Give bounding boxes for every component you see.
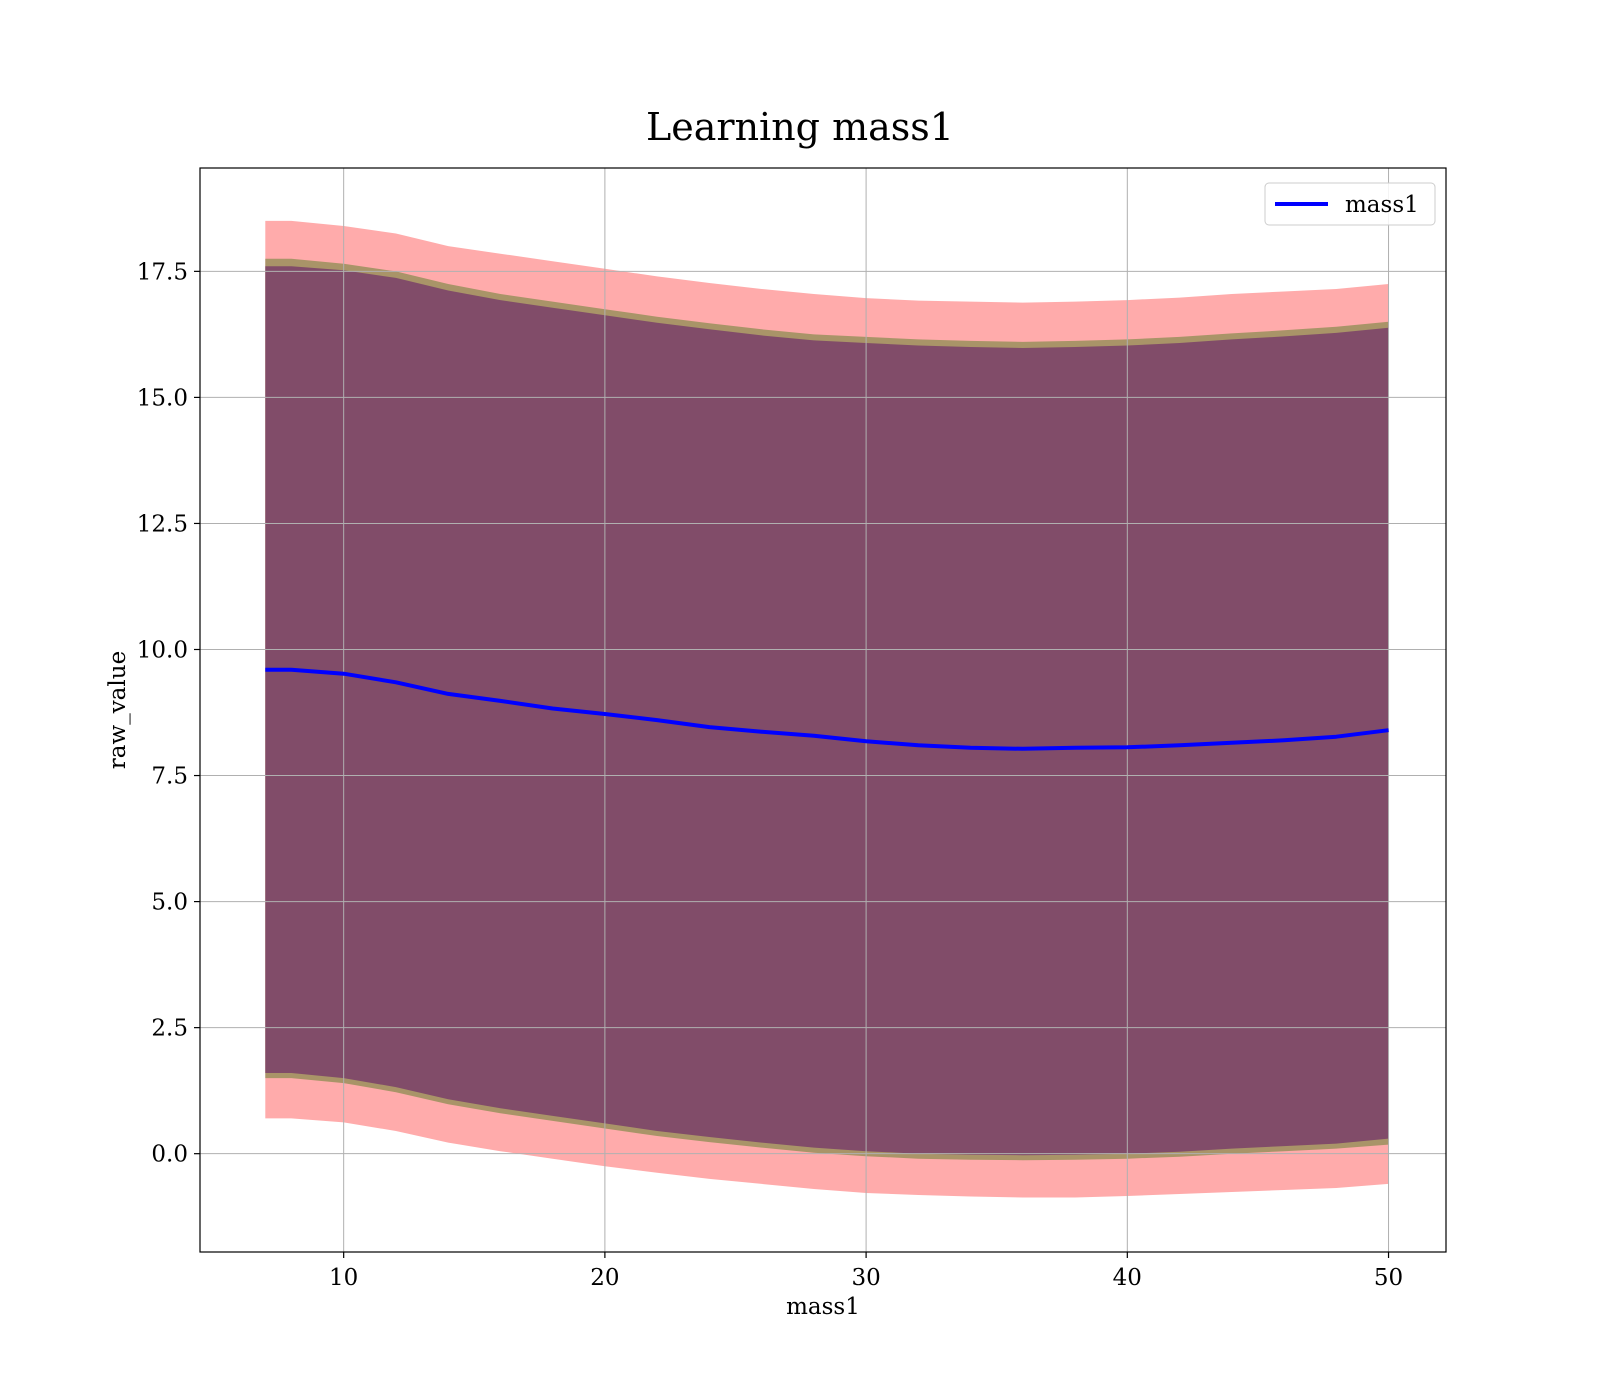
y-tick-label: 0.0 xyxy=(151,1142,188,1168)
plot-area-frame xyxy=(199,167,1447,1253)
y-tick-label: 12.5 xyxy=(137,511,188,537)
legend-entry-mass1: mass1 xyxy=(1345,192,1419,218)
y-tick-label: 10.0 xyxy=(137,637,188,663)
y-axis-ticks: 0.0 2.5 5.0 7.5 10.0 12.5 15.0 17.5 xyxy=(137,259,200,1168)
grid-lines xyxy=(200,168,1446,1252)
y-axis-label: raw_value xyxy=(105,651,131,769)
x-tick-label: 30 xyxy=(851,1265,880,1291)
series-lines xyxy=(265,667,1389,751)
y-tick-label: 2.5 xyxy=(151,1016,188,1042)
x-axis-ticks: 10 20 30 40 50 xyxy=(329,1252,1403,1291)
x-tick-label: 10 xyxy=(329,1265,358,1291)
band-2 xyxy=(265,266,1389,1156)
x-tick-label: 20 xyxy=(590,1265,619,1291)
confidence-bands xyxy=(265,220,1389,1198)
legend: mass1 xyxy=(1264,182,1436,226)
x-tick-label: 50 xyxy=(1374,1265,1403,1291)
series-line-mass1 xyxy=(265,667,1389,751)
legend-box xyxy=(1264,182,1436,226)
chart-title: Learning mass1 xyxy=(646,105,954,149)
y-tick-label: 5.0 xyxy=(151,890,188,916)
x-axis-label: mass1 xyxy=(786,1294,860,1320)
y-tick-label: 15.0 xyxy=(137,385,188,411)
x-tick-label: 40 xyxy=(1113,1265,1142,1291)
y-tick-label: 7.5 xyxy=(151,764,188,790)
y-tick-label: 17.5 xyxy=(137,259,188,285)
